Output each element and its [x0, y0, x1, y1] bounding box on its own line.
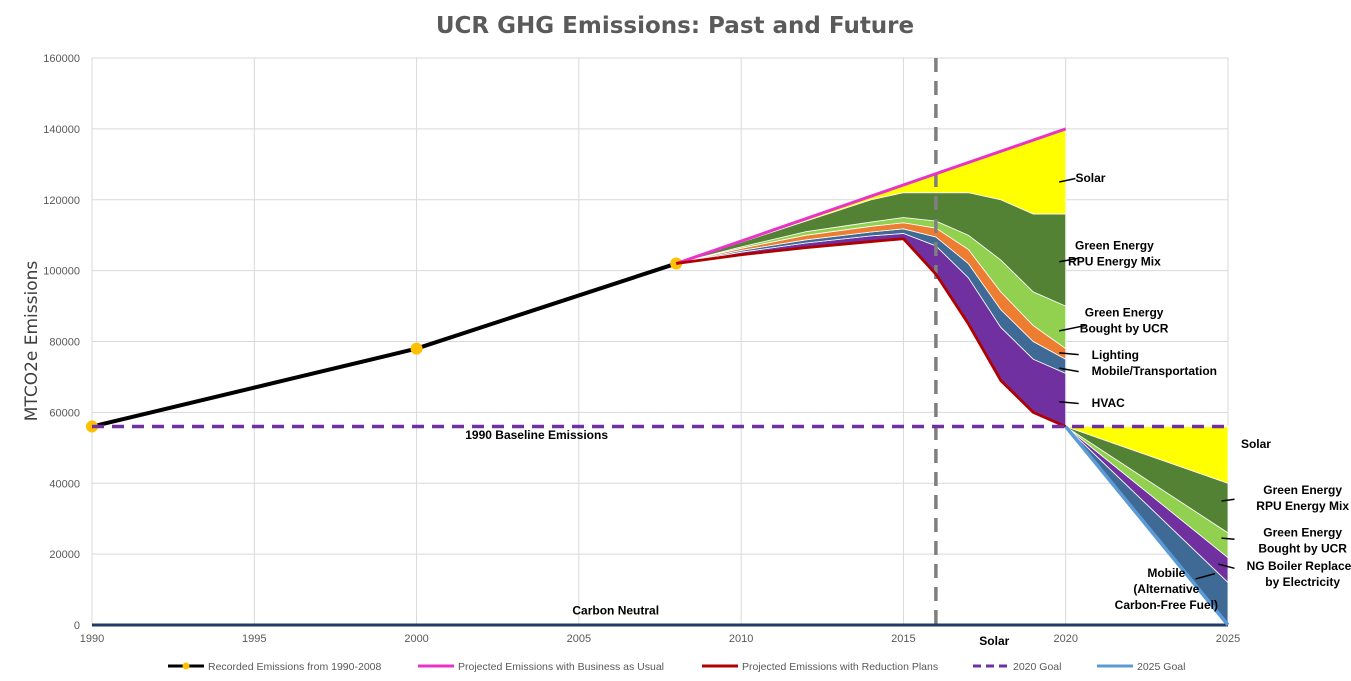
annotation-green-energy-bought-by-ucr: Green Energy Bought by UCR [1258, 525, 1347, 555]
y-tick-label: 0 [74, 620, 80, 632]
annotation-solar: Solar [1241, 437, 1271, 451]
x-tick-label: 2010 [729, 633, 753, 645]
x-tick-label: 1995 [242, 633, 266, 645]
y-tick-label: 60000 [49, 407, 80, 419]
line-projected-emissions-with-business-as-usual [675, 127, 1067, 265]
annotation-green-energy-rpu-energy-mix: Green Energy RPU Energy Mix [1256, 483, 1349, 513]
x-tick-label: 2000 [404, 633, 428, 645]
annotation-pointer [1059, 177, 1076, 183]
legend: Recorded Emissions from 1990-2008 Project… [168, 661, 1185, 673]
y-tick-label: 40000 [49, 478, 80, 490]
y-tick-label: 20000 [49, 549, 80, 561]
solar-marker-label: Solar [979, 634, 1009, 648]
annotation-1990-baseline-emissions: 1990 Baseline Emissions [465, 428, 608, 442]
y-tick-label: 160000 [43, 53, 80, 65]
legend-label-2025-goal: 2025 Goal [1137, 661, 1185, 673]
x-tick-label: 2015 [891, 633, 915, 645]
area-solar [1065, 426, 1229, 484]
annotation-carbon-neutral: Carbon Neutral [572, 603, 659, 617]
axis-ticks: 0 20000 40000 60000 80000 100000 120000 140000 1… [43, 53, 1240, 645]
legend-label-recorded-emissions-from-1990-2008: Recorded Emissions from 1990-2008 [208, 661, 381, 673]
x-tick-label: 1990 [80, 633, 104, 645]
x-tick-label: 2005 [567, 633, 591, 645]
annotations: 1990 Baseline Emissions Carbon Neutral Sol… [465, 171, 1351, 617]
annotation-pointer [1059, 324, 1086, 332]
legend-label-projected-emissions-with-reduction-plans: Projected Emissions with Reduction Plans [742, 661, 938, 673]
y-tick-label: 100000 [43, 266, 80, 278]
line-recorded-emissions-from-1990-2008 [91, 261, 677, 429]
chart-title: UCR GHG Emissions: Past and Future [436, 13, 914, 39]
annotation-ng-boiler-replaced-by-electricity: NG Boiler Replaced by Electricity [1247, 559, 1351, 589]
annotation-pointer [1059, 352, 1079, 356]
annotation-pointer [1059, 257, 1079, 263]
y-tick-label: 140000 [43, 124, 80, 136]
annotation-solar: Solar [1075, 171, 1105, 185]
annotation-pointer [1221, 498, 1235, 502]
annotation-mobile-alternative-carbon-free-fuel: Mobile (Alternative Carbon-Free Fuel) [1115, 566, 1218, 612]
y-tick-label: 80000 [49, 337, 80, 349]
annotation-green-energy-bought-by-ucr: Green Energy Bought by UCR [1080, 306, 1169, 336]
x-tick-label: 2020 [1053, 633, 1077, 645]
y-tick-label: 120000 [43, 195, 80, 207]
annotation-lighting: Lighting [1092, 348, 1139, 362]
annotation-pointer [1195, 572, 1216, 580]
annotation-green-energy-rpu-energy-mix: Green Energy RPU Energy Mix [1068, 238, 1161, 268]
annotation-pointer [1218, 563, 1235, 570]
y-axis-label: MTCO2e Emissions [22, 261, 42, 422]
annotation-hvac: HVAC [1092, 396, 1125, 410]
legend-label-2020-goal: 2020 Goal [1013, 661, 1061, 673]
annotation-pointer [1059, 367, 1079, 373]
legend-label-projected-emissions-with-business-as-usual: Projected Emissions with Business as Usu… [458, 661, 664, 673]
annotation-pointer [1221, 537, 1235, 540]
annotation-pointer [1059, 400, 1079, 405]
line-2025-goal [1064, 425, 1230, 627]
annotation-mobile-transportation: Mobile/Transportation [1092, 364, 1217, 378]
data-point-marker [410, 342, 423, 355]
legend-marker [182, 662, 190, 670]
line-projected-emissions-with-reduction-plans [676, 237, 1067, 428]
series-lines: Solar [86, 58, 1230, 648]
x-tick-label: 2025 [1216, 633, 1240, 645]
